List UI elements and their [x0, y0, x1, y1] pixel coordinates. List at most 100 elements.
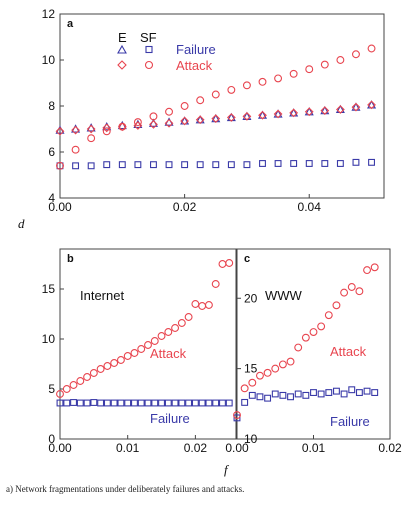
data-point-attack	[130, 349, 139, 357]
data-point-sf-failure	[243, 161, 251, 169]
data-point-sf-attack	[102, 127, 111, 136]
data-point-failure	[264, 394, 272, 402]
data-point-e-failure	[257, 110, 268, 119]
data-point-failure	[63, 399, 71, 407]
x-tick-label: 0.00	[225, 441, 249, 455]
y-tick-label: 0	[48, 432, 55, 446]
y-tick-label: 10	[244, 432, 258, 446]
data-point-sf-failure	[274, 160, 282, 167]
data-point-failure	[164, 399, 172, 407]
data-point-attack	[177, 319, 186, 327]
data-point-failure	[131, 399, 138, 407]
data-point-failure	[225, 399, 233, 407]
data-point-failure	[137, 399, 145, 407]
data-point-e-failure	[335, 104, 345, 114]
figure-caption: a) Network fragmentations under delibera…	[6, 484, 245, 494]
data-point-failure	[363, 387, 371, 395]
data-point-sf-attack	[320, 60, 329, 69]
panel-c-attack-label: Attack	[330, 344, 367, 359]
data-point-attack	[324, 311, 333, 320]
data-point-attack	[218, 260, 227, 268]
data-point-attack	[347, 283, 356, 291]
data-point-failure	[185, 399, 193, 407]
panel-a-label: a	[67, 18, 74, 30]
data-point-failure	[103, 399, 111, 407]
data-point-e-failure	[320, 105, 330, 115]
data-point-sf-attack	[196, 96, 205, 105]
data-point-attack	[355, 287, 364, 296]
legend-failure-label: Failure	[176, 42, 216, 57]
data-point-sf-failure	[259, 160, 266, 167]
data-point-attack	[137, 345, 146, 353]
panel-c-marks	[233, 263, 379, 422]
data-point-attack	[157, 332, 166, 340]
y-tick-label: 15	[244, 362, 258, 376]
data-point-sf-attack	[56, 161, 64, 170]
data-point-sf-failure	[150, 161, 157, 169]
data-point-e-attack	[273, 109, 283, 119]
data-point-e-attack	[351, 102, 361, 112]
data-point-sf-attack	[258, 77, 267, 86]
panel-b-attack-label: Attack	[150, 346, 187, 361]
y-tick-label: 10	[42, 53, 56, 67]
data-point-e-attack	[71, 125, 80, 135]
data-point-failure	[340, 390, 348, 398]
data-point-sf-attack	[165, 107, 173, 116]
data-point-attack	[309, 328, 318, 336]
panel-a-ticks: 0.00 0.02 0.04 4 6 8 10 12	[42, 7, 322, 214]
data-point-failure	[348, 386, 356, 394]
data-point-attack	[233, 411, 241, 420]
data-point-attack	[248, 378, 257, 387]
panel-c-ticks: 0.00 0.01 0.02 10 15 20	[225, 291, 402, 455]
panel-a-marks	[55, 44, 377, 170]
data-point-e-failure	[242, 111, 252, 120]
data-point-sf-attack	[352, 50, 360, 59]
data-point-attack	[204, 301, 213, 309]
data-point-sf-attack	[118, 122, 127, 131]
data-point-attack	[225, 259, 234, 267]
data-point-e-attack	[320, 106, 330, 115]
data-point-e-attack	[149, 120, 158, 129]
data-point-e-attack	[86, 124, 96, 134]
data-point-sf-attack	[305, 65, 314, 74]
data-point-attack	[271, 364, 280, 373]
legend-attack-label: Attack	[176, 58, 213, 73]
data-point-attack	[256, 371, 264, 380]
data-point-e-attack	[304, 107, 314, 117]
y-tick-label: 5	[48, 382, 55, 396]
data-point-sf-failure	[181, 161, 189, 169]
data-point-e-attack	[180, 116, 189, 126]
data-point-attack	[184, 313, 193, 321]
x-axis-label: f	[224, 462, 230, 477]
data-point-attack	[363, 266, 371, 275]
panel-b-failure-label: Failure	[150, 411, 190, 426]
data-point-attack	[211, 280, 220, 288]
data-point-attack	[294, 343, 303, 352]
data-point-failure	[124, 399, 132, 407]
data-point-e-failure	[273, 109, 283, 118]
data-point-sf-failure	[352, 158, 360, 166]
panel-b: b 0.00 0.01 0.02 0 5 10 15 Internet Attack Fai…	[42, 248, 237, 455]
data-point-sf-attack	[242, 81, 251, 90]
data-point-e-attack	[242, 111, 252, 121]
y-tick-label: 4	[48, 191, 55, 205]
data-point-failure	[171, 399, 179, 407]
data-point-failure	[241, 398, 249, 406]
data-point-attack	[83, 373, 92, 381]
data-point-sf-failure	[103, 161, 111, 169]
data-point-failure	[233, 414, 241, 422]
data-point-attack	[370, 263, 379, 272]
panel-b-ticks: 0.00 0.01 0.02 0 5 10 15	[42, 282, 208, 455]
data-point-failure	[256, 393, 264, 401]
data-point-failure	[279, 391, 287, 399]
panel-c: c 0.00 0.01 0.02 10 15 20 WWW Attack Failure	[225, 248, 402, 455]
panel-a: a 0.00 0.02 0.04 4 6 8 10 12 E SF Failure Attac…	[42, 7, 385, 214]
y-tick-label: 12	[42, 7, 56, 21]
data-point-e-attack	[195, 115, 205, 125]
data-point-sf-failure	[134, 161, 142, 169]
data-point-sf-attack	[87, 134, 96, 143]
x-tick-label: 0.01	[116, 441, 140, 455]
data-point-sf-failure	[336, 160, 344, 167]
data-point-attack	[164, 328, 173, 336]
data-point-failure	[76, 399, 84, 407]
